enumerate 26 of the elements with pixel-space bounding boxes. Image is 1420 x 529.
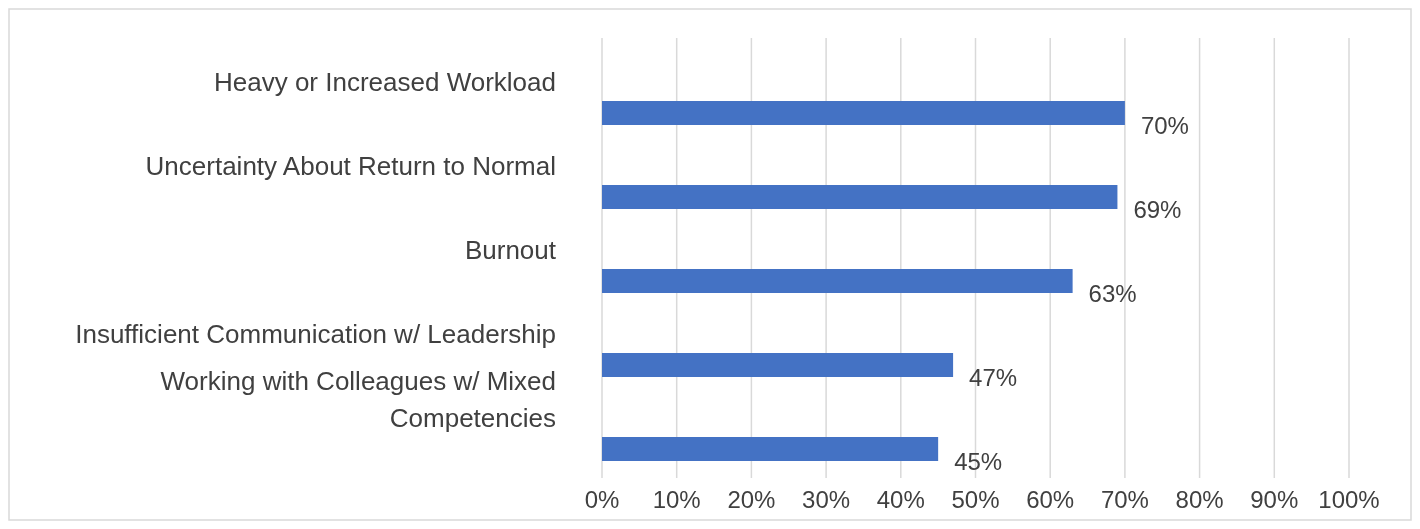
data-label: 69% (1133, 196, 1182, 223)
x-tick-label: 20% (727, 486, 776, 513)
y-tick-label: Heavy or Increased Workload (213, 67, 556, 97)
y-tick-label: Burnout (464, 235, 557, 265)
x-tick-label: 70% (1100, 486, 1149, 513)
x-tick-label: 30% (802, 486, 851, 513)
bar (602, 101, 1125, 125)
y-tick-label: Insufficient Communication w/ Leadership (75, 319, 556, 349)
x-tick-label: 0% (584, 486, 620, 513)
bar (602, 353, 954, 377)
bar (602, 269, 1073, 293)
x-tick-label: 10% (652, 486, 701, 513)
x-tick-label: 90% (1250, 486, 1299, 513)
x-tick-label: 50% (951, 486, 1000, 513)
data-label: 70% (1140, 112, 1189, 139)
data-label: 45% (954, 448, 1003, 475)
bar (602, 437, 939, 461)
y-tick-label: Working with Colleagues w/ Mixed Competencies (160, 366, 556, 433)
data-label: 47% (969, 364, 1018, 391)
x-tick-label: 80% (1175, 486, 1224, 513)
x-tick-label: 40% (876, 486, 925, 513)
x-tick-label: 60% (1026, 486, 1075, 513)
y-tick-label: Uncertainty About Return to Normal (145, 151, 556, 181)
x-tick-label: 100% (1318, 486, 1380, 513)
data-label: 63% (1088, 280, 1137, 307)
bar (602, 185, 1118, 209)
